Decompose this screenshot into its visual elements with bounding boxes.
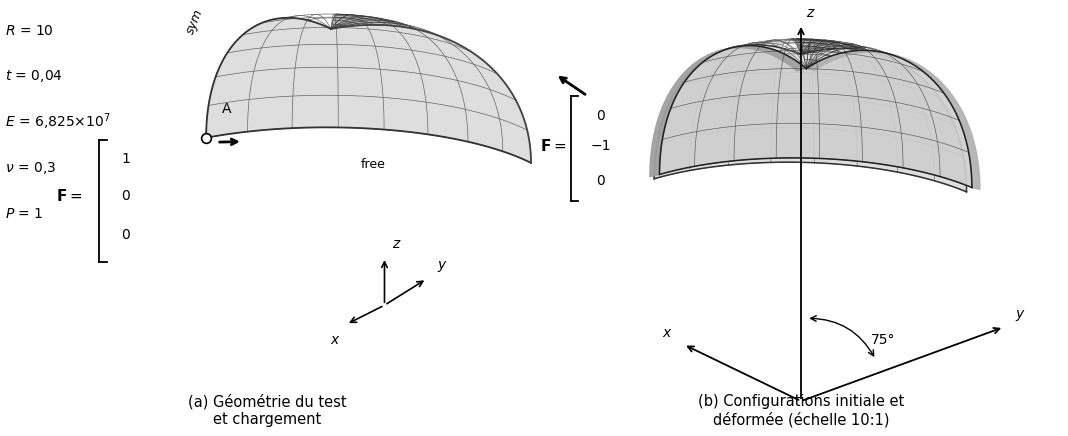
Polygon shape <box>206 18 531 163</box>
Text: (b) Configurations initiale et
déformée (échelle 10:1): (b) Configurations initiale et déformée … <box>697 394 905 427</box>
Text: $\mathbf{F}=$: $\mathbf{F}=$ <box>57 188 83 204</box>
Text: $\nu$ = 0,3: $\nu$ = 0,3 <box>5 160 57 176</box>
Text: sym: sym <box>184 7 205 36</box>
Polygon shape <box>649 46 806 177</box>
Text: $y$: $y$ <box>438 259 449 275</box>
Polygon shape <box>791 39 871 54</box>
Text: 0: 0 <box>596 174 606 188</box>
Text: $P$ = 1: $P$ = 1 <box>5 207 44 221</box>
Polygon shape <box>660 46 972 187</box>
Text: 0: 0 <box>121 228 130 242</box>
Text: (a) Géométrie du test
et chargement: (a) Géométrie du test et chargement <box>188 395 346 427</box>
Text: $z$: $z$ <box>806 6 816 20</box>
Text: $E$ = 6,825×10$^7$: $E$ = 6,825×10$^7$ <box>5 112 111 133</box>
Text: 0: 0 <box>596 109 606 123</box>
Text: $z$: $z$ <box>393 237 402 251</box>
Text: $R$ = 10: $R$ = 10 <box>5 24 54 37</box>
Text: $x$: $x$ <box>662 326 673 340</box>
Polygon shape <box>331 14 417 29</box>
Text: $t$ = 0,04: $t$ = 0,04 <box>5 68 63 84</box>
Polygon shape <box>654 45 967 192</box>
Text: free: free <box>361 158 386 171</box>
Text: $y$: $y$ <box>1015 308 1025 323</box>
Text: $\mathbf{F}=$: $\mathbf{F}=$ <box>539 138 566 154</box>
Polygon shape <box>806 51 980 189</box>
Text: $x$: $x$ <box>330 333 341 347</box>
Text: 1: 1 <box>121 152 130 166</box>
Text: −1: −1 <box>591 139 611 153</box>
Text: A: A <box>222 102 232 116</box>
Text: 75°: 75° <box>870 333 895 347</box>
Text: 0: 0 <box>121 189 130 203</box>
